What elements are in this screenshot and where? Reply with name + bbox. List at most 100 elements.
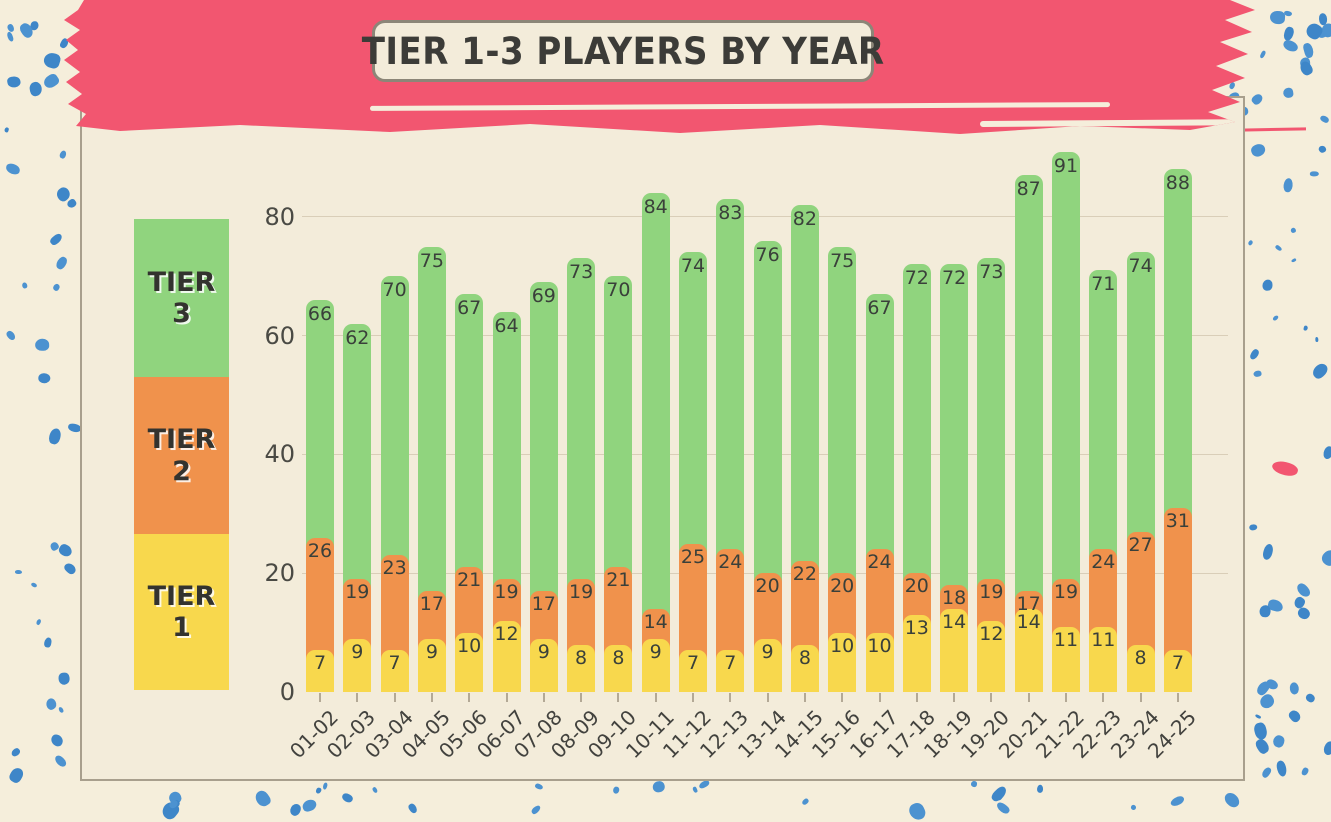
bar-segment-tier1 [716, 650, 745, 692]
legend-tier1: TIER 1 [134, 534, 229, 690]
x-tick [505, 693, 508, 702]
blue-speckle-dot [1287, 708, 1303, 724]
bar-segment-tier1 [417, 638, 446, 692]
blue-speckle-dot [1168, 793, 1186, 808]
bar-label-tier1: 12 [494, 622, 519, 645]
y-tick-label: 60 [264, 321, 295, 350]
blue-speckle-dot [37, 373, 51, 384]
brush-streak [369, 102, 1111, 111]
bar-label-tier1: 8 [612, 646, 625, 669]
blue-speckle-dot [1304, 691, 1317, 703]
blue-speckle-dot [1303, 324, 1309, 331]
x-tick [468, 693, 471, 702]
blue-speckle-dot [1249, 141, 1268, 159]
blue-speckle-dot [57, 705, 65, 714]
bar-label-tier1: 7 [313, 652, 327, 675]
bar-label-tier1: 9 [537, 640, 550, 663]
x-tick [692, 693, 694, 702]
blue-speckle-dot [1258, 604, 1271, 619]
bar-segment-tier1 [604, 644, 633, 692]
blue-speckle-dot [289, 802, 304, 818]
bar-segment-tier1 [529, 638, 558, 692]
bar-label-tier1: 10 [830, 634, 855, 657]
blue-speckle-dot [315, 787, 323, 794]
x-tick [841, 693, 844, 702]
bar-label-tier1-2-cumulative: 17 [419, 593, 444, 615]
bar-label-tier1-2-cumulative: 14 [643, 610, 668, 633]
bar-label-total: 71 [1091, 273, 1116, 296]
blue-speckle-dot [1321, 739, 1331, 757]
bar-label-tier1: 9 [425, 640, 438, 663]
bar-segment-tier1 [343, 638, 372, 692]
blue-speckle-dot [1248, 523, 1259, 532]
bar-segment-tier1 [455, 632, 484, 692]
blue-speckle-dot [530, 804, 542, 816]
blue-speckle-dot [1288, 681, 1301, 696]
chart-panel: 0 20 40 60 80 TIER 3 TIER 2 TIER 1 66 26 7 01-02 62 19 9 0… [80, 96, 1245, 781]
blue-speckle-dot [49, 733, 66, 749]
legend-label: 3 [172, 298, 191, 329]
bar-label-total: 67 [457, 297, 482, 319]
blue-speckle-dot [57, 542, 75, 559]
bar-label-tier1-2-cumulative: 23 [382, 557, 407, 580]
page-title: TIER 1-3 PLAYERS BY YEAR [361, 29, 885, 73]
bar-label-total: 62 [345, 326, 370, 349]
x-tick [1027, 693, 1030, 702]
blue-speckle-dot [1274, 244, 1283, 253]
x-tick [580, 693, 583, 702]
blue-speckle-dot [801, 797, 811, 806]
blue-speckle-dot [1260, 543, 1275, 561]
blue-speckle-dot [1309, 170, 1319, 177]
x-tick [654, 693, 657, 702]
bar-label-tier1-2-cumulative: 20 [830, 575, 855, 598]
bar-label-total: 72 [904, 267, 929, 290]
x-tick [1176, 693, 1179, 702]
blue-speckle-dot [48, 232, 64, 247]
blue-speckle-dot [65, 197, 78, 210]
x-tick [729, 693, 732, 702]
legend-label: TIER [147, 266, 216, 298]
x-tick [393, 693, 396, 702]
bar-label-tier1-2-cumulative: 19 [979, 581, 1004, 604]
blue-speckle-dot [5, 30, 15, 42]
bar-label-tier1-2-cumulative: 17 [531, 593, 556, 615]
x-tick [766, 693, 769, 702]
blue-speckle-dot [36, 618, 43, 626]
blue-speckle-dot [1272, 315, 1279, 322]
blue-speckle-dot [34, 338, 50, 351]
legend-label: 2 [172, 455, 191, 487]
blue-speckle-dot [6, 23, 15, 33]
bar-label-tier1-2-cumulative: 20 [755, 575, 780, 598]
blue-speckle-dot [300, 798, 318, 814]
bar-label-total: 76 [755, 243, 780, 266]
x-tick [356, 693, 359, 702]
blue-speckle-dot [44, 697, 58, 711]
bar-label-total: 66 [307, 303, 333, 325]
x-tick [1065, 693, 1067, 702]
x-tick [430, 693, 433, 702]
x-tick [542, 693, 545, 702]
bar-label-tier1-2-cumulative: 19 [569, 581, 594, 604]
bar-label-total: 64 [494, 314, 519, 337]
bar-label-tier1: 9 [649, 640, 662, 663]
blue-speckle-dot [1314, 337, 1318, 343]
bar-label-total: 88 [1165, 172, 1190, 195]
blue-speckle-dot [1261, 279, 1273, 291]
x-tick [1139, 693, 1142, 702]
bar-segment-tier1 [753, 638, 782, 692]
bar-segment-tier1 [790, 644, 819, 692]
bar-label-total: 67 [867, 297, 892, 319]
y-tick-label: 20 [264, 559, 295, 588]
bar-label-total: 72 [942, 267, 967, 290]
blue-speckle-dot [52, 754, 68, 769]
blue-speckle-dot [1318, 114, 1330, 124]
blue-speckle-dot [3, 126, 9, 133]
blue-speckle-dot [1283, 177, 1294, 193]
blue-speckle-dot [5, 329, 17, 342]
bar-segment-tier1 [380, 650, 409, 692]
legend-label: 1 [172, 612, 191, 643]
bar-segment-tier1 [865, 632, 894, 692]
bar-label-tier1-2-cumulative: 19 [345, 581, 370, 604]
blue-speckle-dot [1260, 766, 1273, 780]
blue-speckle-dot [1254, 714, 1262, 720]
